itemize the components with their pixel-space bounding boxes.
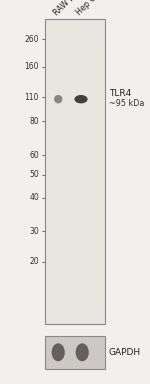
- Text: 110: 110: [25, 93, 39, 101]
- Ellipse shape: [74, 95, 88, 103]
- Text: 30: 30: [29, 227, 39, 236]
- Text: ~95 kDa: ~95 kDa: [109, 99, 144, 108]
- Bar: [45, 19, 105, 324]
- Bar: [45, 336, 105, 369]
- Text: 20: 20: [29, 257, 39, 266]
- Text: 80: 80: [29, 117, 39, 126]
- Text: Hep G2: Hep G2: [75, 0, 102, 17]
- Text: TLR4: TLR4: [109, 89, 131, 98]
- Ellipse shape: [76, 343, 89, 361]
- Text: 160: 160: [24, 62, 39, 71]
- Text: GAPDH: GAPDH: [109, 348, 141, 357]
- Text: RAW 264.7: RAW 264.7: [52, 0, 89, 17]
- Text: 50: 50: [29, 170, 39, 179]
- Ellipse shape: [52, 343, 65, 361]
- Text: 40: 40: [29, 193, 39, 202]
- Text: 260: 260: [24, 35, 39, 43]
- Ellipse shape: [54, 95, 62, 103]
- Text: 60: 60: [29, 151, 39, 159]
